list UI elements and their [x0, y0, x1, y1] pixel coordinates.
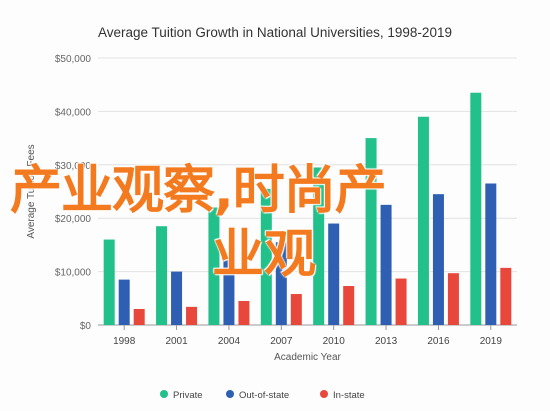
y-tick-label: $40,000 [55, 107, 92, 118]
bar-out-of-state-2016 [432, 194, 444, 325]
watermark-text-line1: 产业观察,时尚产 [10, 161, 387, 221]
y-tick-label: $30,000 [55, 161, 92, 172]
bar-private-2010 [313, 167, 325, 325]
y-tick-label: $20,000 [55, 214, 92, 225]
bar-in-state-1998 [133, 308, 145, 325]
x-tick-label: 2016 [427, 336, 450, 347]
bar-private-2019 [470, 92, 482, 326]
bar-out-of-state-2019 [485, 183, 497, 325]
y-tick-label: $10,000 [55, 268, 92, 279]
x-tick-label: 2001 [165, 336, 188, 347]
legend-marker-private [160, 390, 168, 398]
bar-in-state-2016 [447, 273, 459, 325]
x-tick-label: 1998 [113, 336, 136, 347]
bar-private-2001 [156, 226, 168, 325]
bar-private-1998 [103, 239, 115, 325]
y-axis-label: Average Tuition Fees [26, 144, 37, 238]
bar-out-of-state-2001 [171, 271, 183, 325]
bar-private-2007 [260, 188, 272, 325]
legend-label-private: Private [173, 390, 203, 401]
bar-private-2013 [365, 138, 377, 325]
bar-in-state-2010 [343, 286, 355, 325]
bar-in-state-2001 [186, 306, 198, 325]
legend-marker-out-of-state [226, 390, 234, 398]
bar-private-2016 [417, 116, 429, 326]
bar-private-2004 [208, 207, 220, 325]
legend-label-out-of-state: Out-of-state [239, 390, 289, 401]
bar-out-of-state-2010 [328, 223, 340, 325]
bar-in-state-2004 [238, 300, 250, 325]
chart-title: Average Tuition Growth in National Unive… [98, 25, 452, 40]
watermark-text-line2: 业观 [212, 225, 317, 285]
bar-in-state-2007 [290, 294, 302, 325]
y-tick-label: $50,000 [55, 54, 92, 65]
bar-in-state-2019 [500, 267, 512, 325]
bar-out-of-state-2004 [223, 258, 235, 325]
bar-out-of-state-2007 [275, 242, 287, 325]
x-tick-label: 2019 [480, 336, 503, 347]
bar-in-state-2013 [395, 278, 407, 325]
x-tick-label: 2004 [218, 336, 241, 347]
legend-label-in-state: In-state [333, 390, 365, 401]
bar-out-of-state-2013 [380, 204, 392, 325]
x-tick-label: 2013 [375, 336, 398, 347]
y-tick-label: $0 [80, 321, 92, 332]
legend-marker-in-state [320, 390, 328, 398]
x-tick-label: 2010 [323, 336, 346, 347]
bar-out-of-state-1998 [118, 279, 130, 325]
x-tick-label: 2007 [270, 336, 293, 347]
x-axis-label: Academic Year [274, 352, 341, 363]
